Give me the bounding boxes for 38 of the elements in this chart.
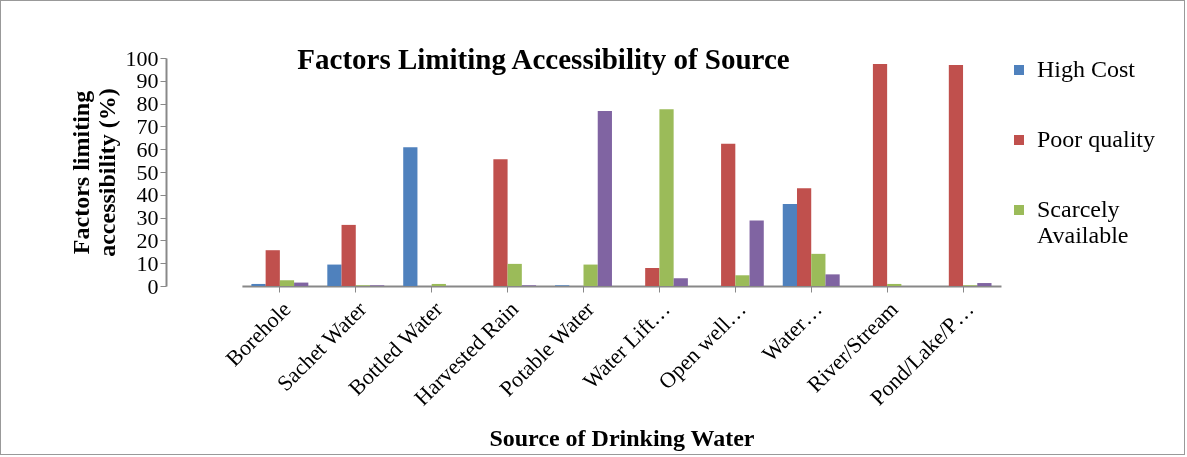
bar [811,253,826,286]
y-tick-label: 90 [136,68,159,94]
bar [279,280,295,286]
bar [251,283,266,286]
y-axis-title: Factors limiting accessibility (%) [67,88,120,257]
y-tick-label: 50 [136,159,159,185]
bar [782,203,797,286]
bar [507,263,522,286]
bar [493,159,508,286]
bar [887,283,902,286]
bar [645,267,660,286]
bar [735,275,750,286]
bar [431,283,446,286]
legend-label: Poor quality [1037,126,1155,152]
bar [673,278,688,286]
bar [749,220,764,286]
y-tick-label: 40 [136,182,159,208]
bar [825,274,840,286]
bar [721,143,736,286]
x-axis-title: Source of Drinking Water [489,424,755,451]
chart-title: Factors Limiting Accessibility of Source [297,43,790,75]
bar [872,63,888,286]
legend-label: High Cost [1037,56,1136,82]
bar [341,224,356,286]
y-tick-label: 60 [136,136,159,162]
legend-label: Scarcely Available [1037,196,1129,248]
bar [327,264,342,286]
bar [597,110,612,286]
bar [948,65,964,286]
bar [977,283,992,286]
y-tick-label: 0 [147,273,159,299]
bar [796,188,812,286]
bar [583,264,598,286]
y-tick-label: 100 [125,45,159,71]
bar [403,147,418,286]
bar [265,250,280,286]
y-tick-label: 10 [136,250,159,276]
bar [659,109,674,286]
